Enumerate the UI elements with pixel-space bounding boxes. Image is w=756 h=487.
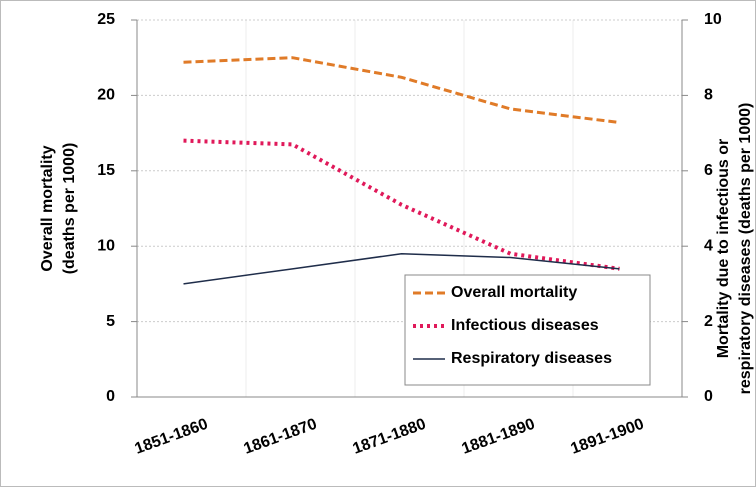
y-tick-label: 0 [106, 388, 115, 405]
y2-tick-label: 0 [704, 388, 713, 405]
series-line [183, 252, 620, 285]
y-tick-label: 5 [106, 313, 115, 330]
y2-tick-label: 8 [704, 87, 713, 104]
y2-tick-label: 4 [704, 237, 713, 254]
y2-label: respiratory diseases (deaths per 1000) [737, 103, 754, 395]
y2-label: Mortality due to infectious or [715, 139, 732, 359]
legend-box [404, 274, 651, 386]
y-tick-label: 10 [97, 237, 115, 254]
legend-label: Respiratory diseases [451, 350, 612, 367]
y-tick-label: 15 [97, 162, 115, 179]
series-line [183, 138, 620, 271]
legend-label: Infectious diseases [451, 317, 599, 334]
y-label: (deaths per 1000) [61, 143, 78, 275]
legend-label: Overall mortality [451, 284, 577, 301]
y-tick-label: 20 [97, 87, 115, 104]
series-line [183, 56, 620, 125]
y-label: Overall mortality [39, 145, 56, 271]
y-tick-label: 25 [97, 11, 115, 28]
y2-tick-label: 6 [704, 162, 713, 179]
y2-tick-label: 10 [704, 11, 722, 28]
y2-tick-label: 2 [704, 313, 713, 330]
